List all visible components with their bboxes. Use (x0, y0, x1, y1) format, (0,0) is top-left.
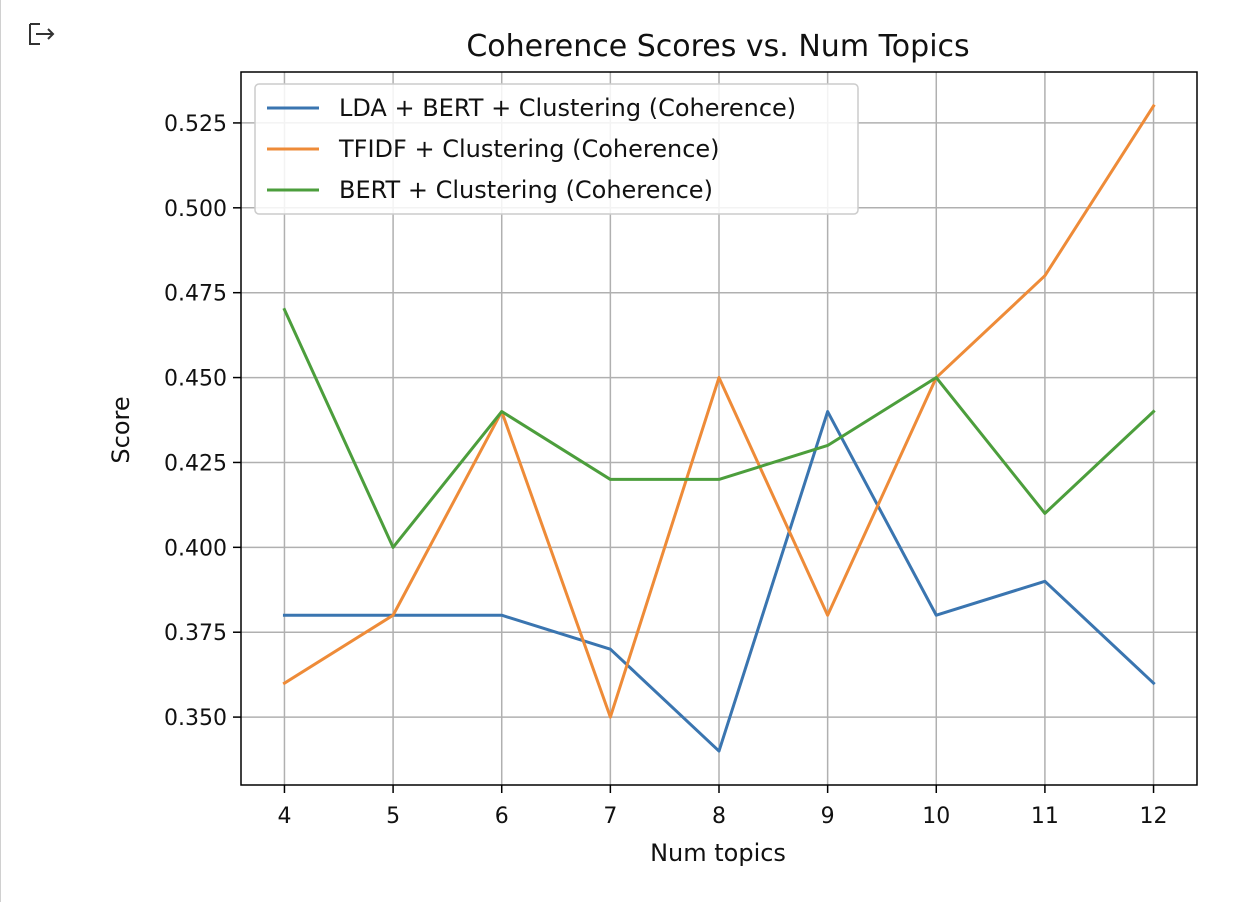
legend: LDA + BERT + Clustering (Coherence) TFIDF… (254, 83, 859, 215)
x-tick-label: 4 (277, 804, 291, 829)
y-tick-label: 0.525 (164, 112, 227, 137)
legend-entries: LDA + BERT + Clustering (Coherence) TFIDF… (267, 94, 796, 204)
series-line-3 (282, 307, 1156, 549)
series-line-2 (282, 103, 1156, 719)
x-tick-label: 9 (821, 804, 835, 829)
chart-title: Coherence Scores vs. Num Topics (466, 29, 969, 64)
x-tick-label: 12 (1140, 804, 1168, 829)
y-tick-label: 0.425 (164, 451, 227, 476)
x-tick-label: 10 (922, 804, 950, 829)
y-tick-label: 0.475 (164, 282, 227, 307)
y-axis-label: Score (107, 396, 135, 463)
legend-label: BERT + Clustering (Coherence) (339, 176, 713, 204)
y-tick-label: 0.350 (164, 706, 227, 731)
x-tick-label: 7 (603, 804, 617, 829)
y-tick-label: 0.500 (164, 197, 227, 222)
legend-label: TFIDF + Clustering (Coherence) (338, 135, 720, 163)
y-tick-label: 0.450 (164, 367, 227, 392)
series-line-1 (282, 410, 1156, 753)
x-axis-label: Num topics (650, 839, 786, 867)
x-tick-label: 5 (386, 804, 400, 829)
y-tick-label: 0.375 (164, 621, 227, 646)
legend-label: LDA + BERT + Clustering (Coherence) (339, 94, 796, 122)
x-tick-label: 8 (712, 804, 726, 829)
series-lines (282, 103, 1156, 753)
legend-box (254, 83, 859, 215)
x-tick-label: 11 (1031, 804, 1059, 829)
x-axis-ticks: 4 5 6 7 8 9 10 11 12 (277, 785, 1168, 829)
y-tick-label: 0.400 (164, 536, 227, 561)
y-axis-ticks: 0.350 0.375 0.400 0.425 0.450 0.475 0.500 0.525 (164, 112, 241, 731)
output-arrow-icon[interactable] (27, 22, 57, 48)
x-tick-label: 6 (495, 804, 509, 829)
